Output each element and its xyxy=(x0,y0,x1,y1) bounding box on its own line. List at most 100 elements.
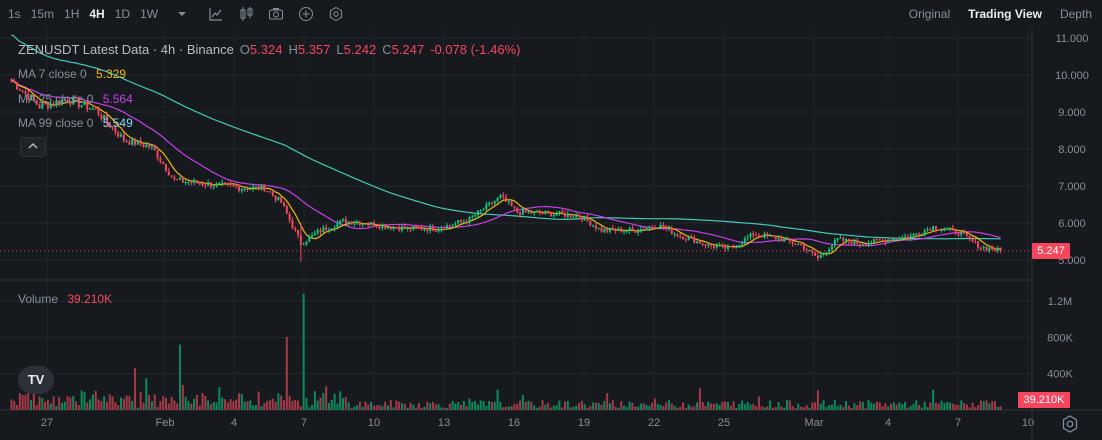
volume-bar xyxy=(884,403,887,410)
candle-body xyxy=(895,238,898,240)
add-indicator-icon[interactable] xyxy=(298,6,314,22)
volume-bar xyxy=(822,400,825,410)
candle-body xyxy=(181,177,184,183)
time-tick-label: 4 xyxy=(231,417,237,429)
low-label: L xyxy=(336,42,344,57)
chart-settings-icon[interactable] xyxy=(1060,414,1080,434)
volume-bar xyxy=(920,407,923,410)
volume-bar xyxy=(429,403,432,410)
interval-4h[interactable]: 4H xyxy=(89,7,105,21)
volume-bar xyxy=(60,402,63,410)
time-tick-label: Feb xyxy=(156,417,175,429)
candle-body xyxy=(344,219,347,224)
candle-body xyxy=(696,241,699,244)
volume-bar xyxy=(645,404,648,410)
candle-body xyxy=(583,216,586,221)
candle-body xyxy=(623,231,626,233)
volume-bar xyxy=(52,396,55,410)
interval-15m[interactable]: 15m xyxy=(30,7,55,21)
volume-bar xyxy=(718,404,721,410)
candle-body xyxy=(566,213,569,217)
volume-bar xyxy=(311,405,314,410)
candle-body xyxy=(347,221,350,224)
screenshot-icon[interactable] xyxy=(268,6,284,22)
volume-bar xyxy=(752,404,755,410)
volume-bar xyxy=(190,403,193,410)
volume-bar xyxy=(482,401,485,410)
volume-bar xyxy=(389,400,392,410)
volume-bar xyxy=(965,404,968,410)
ma7-line xyxy=(11,80,1001,255)
volume-bar xyxy=(670,403,673,410)
candle-body xyxy=(620,228,623,233)
volume-bar xyxy=(122,398,125,410)
view-depth[interactable]: Depth xyxy=(1059,7,1092,21)
volume-bar xyxy=(204,395,207,410)
volume-bar xyxy=(423,406,426,410)
candle-body xyxy=(884,240,887,243)
candle-body xyxy=(735,247,738,249)
candle-body xyxy=(330,228,333,230)
volume-bar xyxy=(687,404,690,410)
volume-bar xyxy=(887,406,890,410)
candle-body xyxy=(505,196,507,202)
volume-bar xyxy=(108,394,111,410)
candle-body xyxy=(769,235,772,237)
view-trading-view[interactable]: Trading View xyxy=(968,7,1042,21)
volume-bar xyxy=(856,405,859,410)
volume-bar xyxy=(386,405,389,410)
volume-bar xyxy=(35,405,38,410)
interval-1s[interactable]: 1s xyxy=(8,7,21,21)
candle-body xyxy=(639,229,642,232)
candle-body xyxy=(544,211,547,214)
candle-body xyxy=(159,158,162,162)
candle-body xyxy=(670,228,673,235)
candle-body xyxy=(207,182,210,186)
volume-bar xyxy=(274,401,277,410)
line-tool-icon[interactable] xyxy=(208,6,224,22)
view-original[interactable]: Original xyxy=(908,7,951,21)
dropdown-icon[interactable] xyxy=(174,6,190,22)
volume-bar xyxy=(226,402,229,410)
interval-1h[interactable]: 1H xyxy=(64,7,80,21)
volume-bar xyxy=(507,406,510,410)
candle-body xyxy=(454,223,457,226)
volume-bar xyxy=(918,405,921,410)
ma25-value: 5.564 xyxy=(102,92,133,106)
candle-body xyxy=(516,207,519,213)
candle-body xyxy=(603,229,606,232)
volume-bar xyxy=(757,396,760,410)
candle-body xyxy=(915,233,918,235)
volume-bar xyxy=(327,402,330,410)
candle-body xyxy=(395,227,398,229)
interval-1d[interactable]: 1D xyxy=(114,7,131,21)
candle-body xyxy=(386,227,389,229)
price-tick-label: 10.000 xyxy=(1055,70,1089,82)
candle-body xyxy=(139,140,142,145)
volume-legend: Volume 39.210K xyxy=(18,292,112,306)
volume-bar xyxy=(977,405,980,410)
volume-bar xyxy=(594,402,597,410)
candle-body xyxy=(859,243,862,245)
volume-bar xyxy=(496,389,499,410)
volume-bar xyxy=(277,393,280,410)
volume-bar xyxy=(836,406,839,410)
candle-type-icon[interactable] xyxy=(238,6,254,22)
volume-bar xyxy=(949,402,952,410)
candle-body xyxy=(52,103,55,106)
volume-bar xyxy=(235,399,238,410)
candle-body xyxy=(786,238,789,240)
candle-body xyxy=(510,201,513,207)
candle-body xyxy=(260,184,263,190)
candle-body xyxy=(656,227,659,229)
candle-body xyxy=(485,204,488,210)
volume-bar xyxy=(875,401,878,410)
volume-bar xyxy=(659,404,662,410)
settings-icon[interactable] xyxy=(328,6,344,22)
candle-body xyxy=(800,244,803,246)
collapse-legend-button[interactable] xyxy=(20,137,46,157)
interval-1w[interactable]: 1W xyxy=(140,7,159,21)
volume-bar xyxy=(342,398,345,410)
volume-bar xyxy=(330,399,333,410)
